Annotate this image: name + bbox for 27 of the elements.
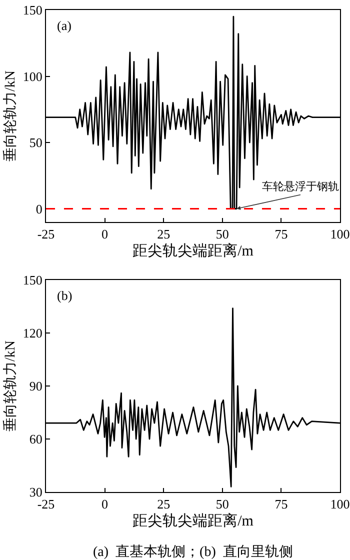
y-tick-label: 100 <box>22 68 42 84</box>
x-axis-title: 距尖轨尖端距离/m <box>132 242 254 260</box>
annotation: 车轮悬浮于钢轨 <box>262 180 339 193</box>
x-tick-label: 25 <box>157 496 170 512</box>
y-tick-label: 120 <box>22 326 42 341</box>
y-tick-label: 60 <box>29 432 42 447</box>
y-tick-label: 0 <box>36 201 42 216</box>
x-tick-label: 0 <box>102 226 108 242</box>
y-tick-label: 50 <box>29 135 42 150</box>
y-tick-label: 150 <box>22 272 42 288</box>
x-axis-title: 距尖轨尖端距离/m <box>132 512 254 530</box>
x-tick-label: 100 <box>330 226 350 242</box>
x-tick-label: 0 <box>102 496 108 512</box>
x-tick-label: 75 <box>274 226 288 242</box>
y-tick-label: 90 <box>29 378 42 394</box>
x-tick-label: 100 <box>330 496 350 512</box>
y-axis-title: 垂向轮轨力/kN <box>2 340 18 432</box>
x-tick-label: 50 <box>216 226 229 242</box>
annotation: (b) <box>57 288 72 303</box>
x-tick-label: 50 <box>216 496 229 512</box>
y-tick-label: 150 <box>22 2 42 18</box>
text: (a) 直基本轨侧；(b) 直向里轨侧 <box>93 544 293 560</box>
x-tick-label: -25 <box>37 226 55 242</box>
annotation: (a) <box>57 18 72 33</box>
y-axis-title: 垂向轮轨力/kN <box>2 70 18 162</box>
x-tick-label: 25 <box>157 226 170 242</box>
x-tick-label: 75 <box>274 496 288 512</box>
